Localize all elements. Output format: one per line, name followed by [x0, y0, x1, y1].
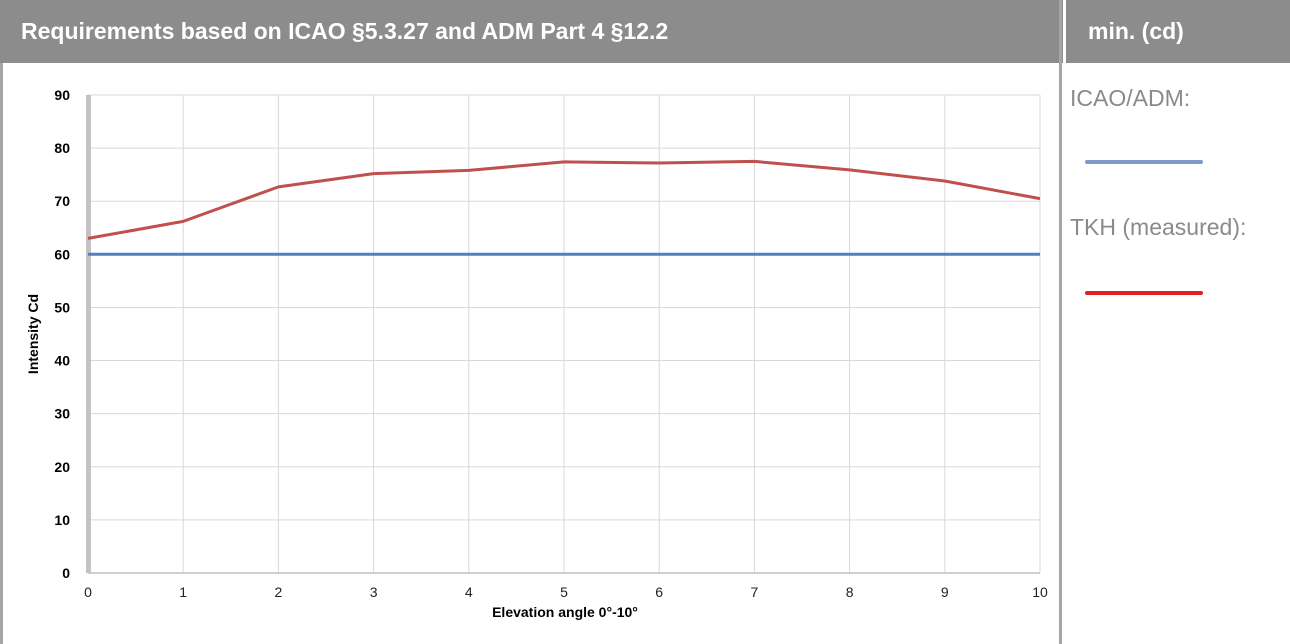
- panel-left-border: [0, 63, 3, 644]
- y-tick-label: 50: [54, 299, 70, 315]
- y-tick-label: 90: [54, 87, 70, 103]
- x-tick-label: 8: [846, 584, 854, 600]
- x-tick-label: 5: [560, 584, 568, 600]
- y-tick-label: 60: [54, 246, 70, 262]
- y-axis-label: Intensity Cd: [25, 294, 41, 374]
- y-tick-labels: 0 10 20 30 40 50 60 70 80 90: [54, 87, 70, 581]
- chart-header-title: Requirements based on ICAO §5.3.27 and A…: [0, 0, 1063, 63]
- series-lines: [87, 159, 1041, 256]
- panel-divider: [1059, 0, 1062, 644]
- x-tick-label: 1: [179, 584, 187, 600]
- x-tick-labels: 0 1 2 3 4 5 6 7 8 9 10: [84, 584, 1048, 600]
- line-chart: 0 10 20 30 40 50 60 70 80 90 0 1 2 3 4 5 6 7 8 9 10 Elevati…: [25, 87, 1048, 620]
- y-tick-label: 30: [54, 406, 70, 422]
- legend-line-icao: [1085, 160, 1203, 164]
- legend-item-label-icao: ICAO/ADM:: [1070, 85, 1191, 111]
- x-tick-label: 3: [370, 584, 378, 600]
- y-tick-label: 10: [54, 512, 70, 528]
- legend-item-label-tkh: TKH (measured):: [1070, 214, 1247, 240]
- x-tick-label: 7: [751, 584, 759, 600]
- y-tick-label: 0: [62, 565, 70, 581]
- legend-header-title: min. (cd): [1063, 0, 1290, 63]
- y-tick-label: 20: [54, 459, 70, 475]
- x-tick-label: 9: [941, 584, 949, 600]
- x-tick-label: 0: [84, 584, 92, 600]
- x-axis-label: Elevation angle 0°-10°: [492, 604, 638, 620]
- x-tick-label: 6: [655, 584, 663, 600]
- y-tick-label: 80: [54, 140, 70, 156]
- y-tick-label: 40: [54, 353, 70, 369]
- series-line-1: [87, 159, 1041, 240]
- x-tick-label: 4: [465, 584, 473, 600]
- grid-lines: [88, 94, 1041, 573]
- y-tick-label: 70: [54, 193, 70, 209]
- x-tick-label: 2: [275, 584, 283, 600]
- x-tick-label: 10: [1032, 584, 1048, 600]
- legend-line-tkh: [1085, 291, 1203, 295]
- y-axis-bar: [86, 95, 91, 573]
